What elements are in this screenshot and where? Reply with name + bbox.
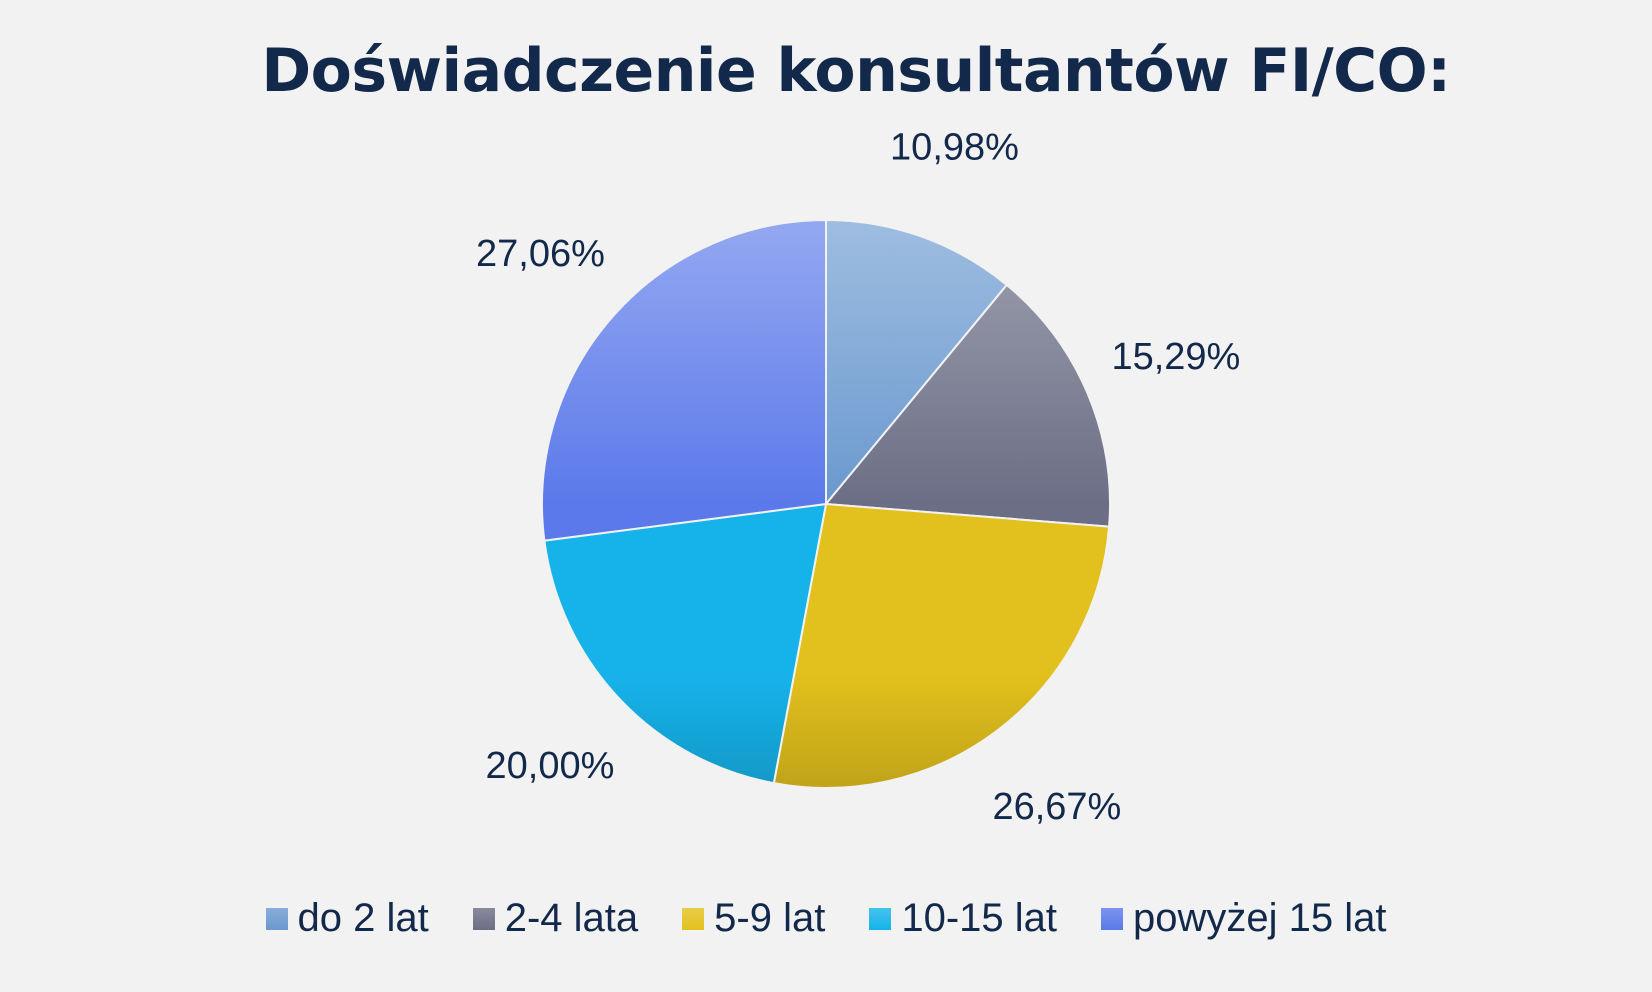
- data-label-powyżej-15-lat: 27,06%: [476, 233, 605, 275]
- data-label-2-4-lata: 15,29%: [1111, 336, 1240, 378]
- pie-data-labels: 10,98% 15,29% 26,67% 20,00% 27,06%: [476, 126, 1240, 827]
- pie-slice-2-4-lata: [824, 283, 1111, 528]
- pie-chart: 10,98% 15,29% 26,67% 20,00% 27,06%: [476, 126, 1240, 827]
- pie-slice-5-9-lat: [772, 502, 1111, 789]
- pie-slice-powyżej-15-lat: [541, 218, 827, 542]
- legend-label: 5-9 lat: [714, 896, 826, 940]
- data-label-5-9-lat: 26,67%: [992, 786, 1121, 828]
- legend-item: 5-9 lat: [682, 896, 825, 941]
- legend-label: do 2 lat: [297, 896, 429, 940]
- data-label-10-15-lat: 20,00%: [486, 745, 615, 787]
- pie-slice-10-15-lat: [543, 502, 828, 785]
- legend-label: powyżej 15 lat: [1133, 896, 1387, 940]
- legend-swatch: [472, 907, 495, 930]
- pie-slice-do-2-lat: [825, 218, 1009, 507]
- legend-label: 10-15 lat: [901, 896, 1057, 940]
- chart-title: Doświadczenie konsultantów FI/CO:: [261, 36, 1451, 106]
- legend: do 2 lat 2-4 lata 5-9 lat 10-15 lat powyżej …: [0, 896, 1652, 941]
- legend-swatch: [265, 907, 288, 930]
- legend-item: 2-4 lata: [472, 896, 639, 941]
- legend-swatch: [682, 907, 705, 930]
- legend-label: 2-4 lata: [504, 896, 639, 940]
- pie-slices: [541, 218, 1111, 789]
- data-label-do-2-lat: 10,98%: [890, 126, 1019, 168]
- legend-item: do 2 lat: [265, 896, 429, 941]
- legend-item: powyżej 15 lat: [1101, 896, 1386, 941]
- legend-swatch: [1101, 907, 1123, 930]
- legend-item: 10-15 lat: [869, 896, 1057, 941]
- legend-swatch: [869, 907, 892, 930]
